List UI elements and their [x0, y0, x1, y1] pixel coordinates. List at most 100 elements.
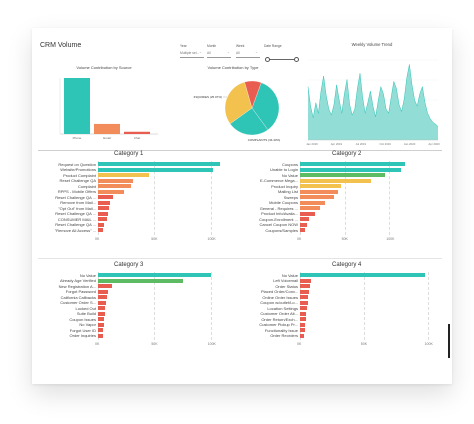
bar[interactable]: [98, 311, 105, 316]
filter-year-label: Year: [180, 44, 187, 48]
source-bar-chart: Phone Email Chat: [59, 78, 158, 140]
bar[interactable]: [98, 300, 106, 305]
filter-week-label: Week: [236, 44, 245, 48]
chevron-down-icon[interactable]: ⌄: [255, 50, 258, 54]
bar[interactable]: [300, 322, 306, 327]
bar-label: Online Order Issues: [262, 294, 298, 300]
filter-week-select[interactable]: All: [236, 51, 240, 55]
date-range-start-handle[interactable]: [265, 56, 270, 62]
trend-x-tick: Apr 2020: [428, 142, 440, 146]
bar[interactable]: [98, 317, 105, 321]
bar-label: Unable to Login: [269, 167, 298, 172]
bar[interactable]: [300, 217, 309, 221]
bar-label: Customer Pickup Pr...: [259, 322, 298, 327]
bar[interactable]: [300, 273, 426, 277]
bar-label: CONSUMER MAIL ...: [57, 216, 96, 222]
bar[interactable]: [98, 284, 112, 288]
bar[interactable]: [300, 284, 311, 288]
bar-label: No Value: [281, 272, 298, 278]
bar-label: Coupon Issues: [69, 316, 96, 322]
bar-label: Complaint: [77, 183, 96, 189]
resize-handle[interactable]: [448, 324, 450, 358]
bar[interactable]: [300, 317, 306, 321]
bar[interactable]: [300, 167, 401, 172]
type-pie-label-left: INQUIRIES (25.07%): [194, 95, 222, 99]
bar[interactable]: [300, 295, 309, 299]
bar[interactable]: [98, 278, 183, 283]
source-bar-label: Phone: [73, 136, 82, 140]
bar-label: Order Reorders: [270, 333, 298, 338]
source-bar-label: Email: [103, 136, 111, 140]
x-tick-label: 0K: [297, 342, 302, 346]
gridline: [389, 161, 391, 235]
bar-label: Order Inquiries: [69, 333, 96, 338]
date-range-slider[interactable]: [267, 59, 297, 60]
bar[interactable]: [98, 173, 149, 177]
bar[interactable]: [300, 184, 342, 188]
bar[interactable]: [300, 289, 309, 294]
bar[interactable]: [98, 184, 131, 188]
x-tick-label: 100K: [386, 236, 395, 241]
bar-label: Product Info/Availa...: [261, 211, 298, 216]
bar[interactable]: [300, 306, 308, 310]
bar[interactable]: [300, 162, 406, 166]
bar[interactable]: [98, 178, 133, 183]
filter-year-underline: [180, 57, 204, 58]
trend-x-tick: Jul 2019: [356, 142, 367, 146]
bar[interactable]: [98, 289, 109, 294]
bar[interactable]: [98, 167, 213, 172]
type-pie-chart: INQUIRIES (25.07%) COMPLAINTS (34.43%): [194, 80, 281, 142]
bar[interactable]: [300, 189, 338, 194]
bar[interactable]: [98, 189, 124, 194]
bar-label: Product Inquiry: [271, 183, 298, 189]
bar-label: E-Commerce Mega...: [259, 178, 298, 183]
bar-label: General - Requires ...: [259, 205, 298, 211]
bar[interactable]: [300, 333, 305, 338]
bar[interactable]: [300, 178, 372, 183]
bar-label: Already Age Verified: [59, 278, 96, 283]
bar[interactable]: [98, 195, 113, 199]
date-range-end-handle[interactable]: [294, 56, 299, 62]
bar[interactable]: [98, 211, 109, 216]
bar[interactable]: [98, 273, 211, 277]
bar[interactable]: [98, 295, 108, 299]
bar[interactable]: [300, 211, 316, 216]
bar[interactable]: [300, 173, 385, 177]
bar[interactable]: [98, 200, 111, 205]
filter-month-select[interactable]: All: [207, 51, 211, 55]
x-tick-label: 0K: [297, 236, 302, 241]
bar-label: No Value: [281, 172, 298, 178]
x-tick-label: 50K: [151, 342, 158, 346]
bar[interactable]: [300, 206, 320, 210]
type-pie-slice: [224, 81, 253, 124]
bar[interactable]: [300, 311, 307, 316]
type-chart-title: Volume Contribution by Type: [207, 65, 259, 70]
chevron-down-icon[interactable]: ⌄: [199, 50, 202, 54]
bar[interactable]: [300, 278, 312, 283]
bar[interactable]: [300, 200, 325, 205]
trend-area: [308, 64, 438, 140]
type-pie-label-bottom: COMPLAINTS (34.43%): [248, 138, 281, 142]
bar[interactable]: [98, 217, 107, 221]
filter-date-range-label: Date Range: [264, 44, 282, 48]
bar[interactable]: [98, 322, 104, 327]
trend-area-chart: Jan 2019 Apr 2019 Jul 2019 Oct 2019 Jan 2020…: [306, 59, 440, 146]
filter-month-label: Month: [207, 44, 217, 48]
bar[interactable]: [300, 300, 308, 305]
chevron-down-icon[interactable]: ⌄: [227, 50, 230, 54]
bar-label: Mailing List: [277, 189, 298, 194]
bar[interactable]: [98, 228, 103, 232]
filter-year-select[interactable]: Multiple sel...: [180, 51, 200, 55]
bar-label: New Registration A...: [58, 283, 96, 289]
bar-label: Customer Order Alt...: [260, 311, 298, 316]
bar[interactable]: [300, 328, 306, 332]
bar[interactable]: [300, 222, 308, 227]
bar[interactable]: [98, 162, 220, 166]
bar[interactable]: [98, 222, 104, 227]
bar[interactable]: [300, 228, 306, 232]
bar[interactable]: [98, 306, 106, 310]
bar[interactable]: [98, 206, 110, 210]
bar[interactable]: [98, 333, 103, 338]
bar[interactable]: [300, 195, 334, 199]
bar[interactable]: [98, 328, 104, 332]
